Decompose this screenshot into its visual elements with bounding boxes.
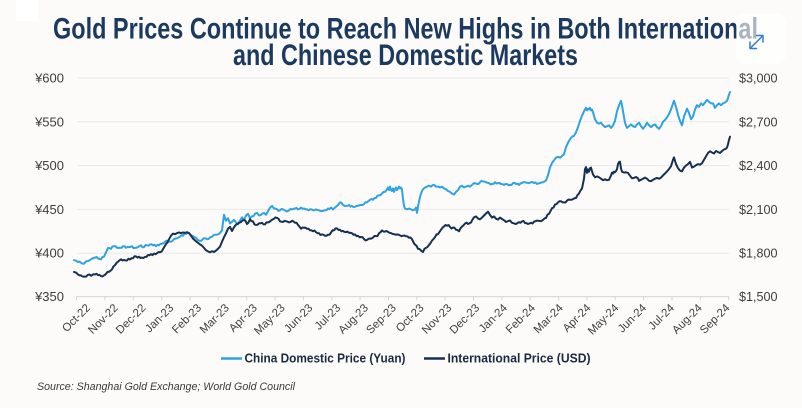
svg-text:¥450: ¥450 — [34, 202, 64, 217]
svg-text:¥500: ¥500 — [34, 158, 64, 173]
svg-text:$1,500: $1,500 — [739, 290, 778, 304]
svg-text:International Price (USD): International Price (USD) — [448, 351, 591, 366]
svg-text:$3,000: $3,000 — [739, 72, 778, 86]
svg-text:¥600: ¥600 — [34, 71, 64, 86]
svg-text:¥350: ¥350 — [34, 289, 64, 304]
svg-text:Source: Shanghai Gold Exchange: Source: Shanghai Gold Exchange; World Go… — [37, 381, 296, 393]
svg-text:Gold Prices Continue to Reach: Gold Prices Continue to Reach New Highs … — [53, 13, 758, 46]
svg-text:$2,400: $2,400 — [739, 159, 778, 173]
svg-text:$2,100: $2,100 — [739, 203, 778, 217]
svg-text:$2,700: $2,700 — [739, 115, 778, 129]
svg-text:$1,800: $1,800 — [739, 247, 778, 261]
svg-text:¥550: ¥550 — [34, 114, 64, 129]
svg-text:¥400: ¥400 — [34, 246, 64, 261]
svg-text:and Chinese Domestic Markets: and Chinese Domestic Markets — [233, 39, 578, 72]
svg-text:China Domestic Price (Yuan): China Domestic Price (Yuan) — [245, 351, 406, 366]
